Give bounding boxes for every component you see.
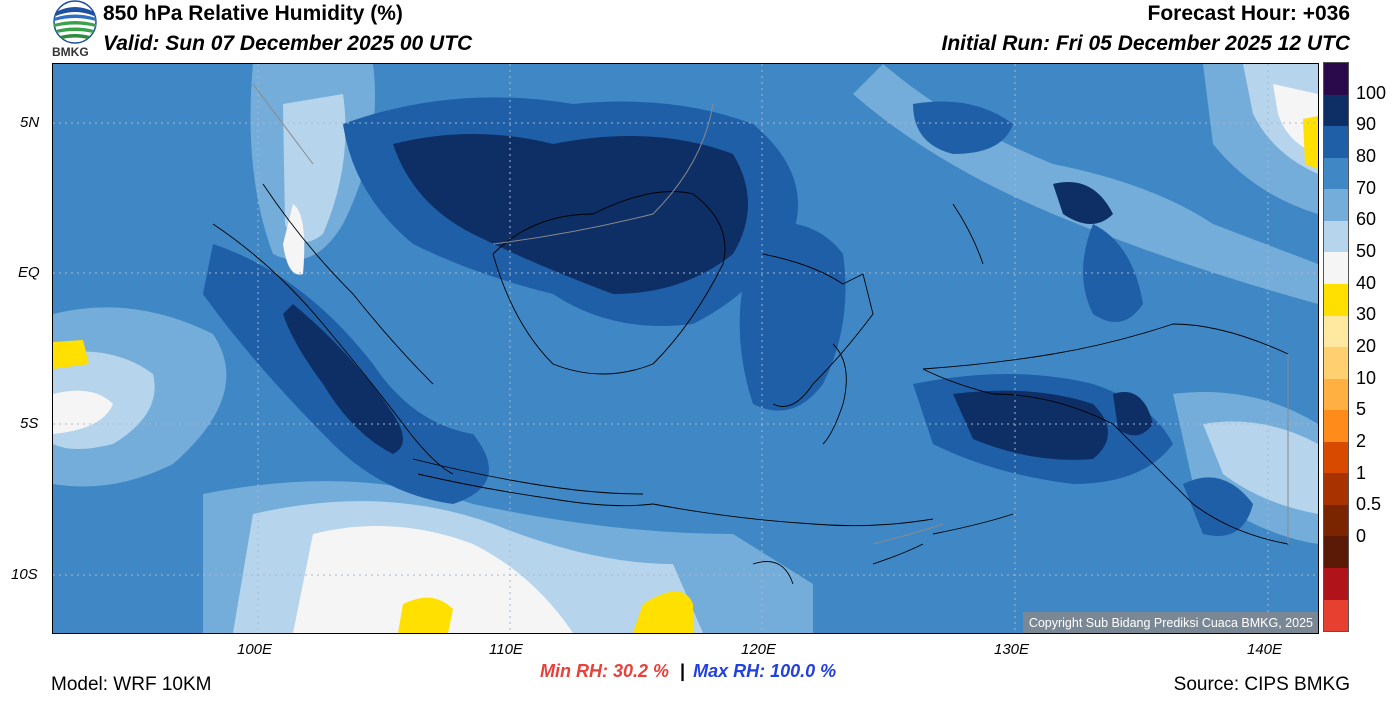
humidity-field	[53, 64, 1318, 633]
humidity-map: Copyright Sub Bidang Prediksi Cuaca BMKG…	[52, 63, 1319, 634]
colorbar-segment	[1324, 410, 1348, 442]
lon-label-140e: 140E	[1247, 641, 1283, 658]
min-rh: Min RH: 30.2 %	[540, 661, 670, 681]
colorbar-label: 1	[1356, 462, 1367, 483]
colorbar-label: 90	[1356, 114, 1377, 135]
lon-label-130e: 130E	[994, 641, 1030, 658]
colorbar-label: 10	[1356, 367, 1377, 388]
lat-label-eq: EQ	[18, 264, 40, 281]
lon-label-120e: 120E	[741, 641, 777, 658]
lat-label-5n: 5N	[20, 114, 40, 131]
bmkg-logo-icon	[53, 0, 97, 44]
colorbar-segment	[1324, 568, 1348, 600]
colorbar-segment	[1324, 94, 1348, 127]
copyright-box: Copyright Sub Bidang Prediksi Cuaca BMKG…	[1022, 612, 1318, 633]
forecast-hour: Forecast Hour: +036	[1147, 2, 1351, 25]
bmkg-logo: BMKG	[50, 0, 100, 62]
source-label: Source: CIPS BMKG	[1173, 674, 1350, 695]
colorbar-label: 30	[1356, 304, 1377, 325]
colorbar-label: 2	[1356, 431, 1367, 451]
lon-label-100e: 100E	[237, 641, 273, 658]
colorbar-label: 80	[1356, 146, 1377, 166]
colorbar-segment	[1324, 252, 1348, 284]
valid-time: Valid: Sun 07 December 2025 00 UTC	[103, 32, 473, 55]
colorbar-label: 5	[1356, 399, 1367, 420]
colorbar-label: 0.5	[1356, 494, 1382, 515]
colorbar-segment	[1324, 126, 1348, 158]
colorbar-label: 20	[1356, 336, 1377, 356]
model-label: Model: WRF 10KM	[51, 674, 212, 695]
initial-run: Initial Run: Fri 05 December 2025 12 UTC	[941, 32, 1350, 55]
colorbar-label: 70	[1356, 177, 1377, 198]
copyright-text: Copyright Sub Bidang Prediksi Cuaca BMKG…	[1028, 616, 1313, 630]
colorbar-label: 0	[1356, 526, 1367, 546]
colorbar-segment	[1324, 504, 1348, 537]
map-title: 850 hPa Relative Humidity (%)	[103, 2, 403, 25]
colorbar-label: 100	[1356, 82, 1387, 103]
colorbar-segment	[1324, 473, 1348, 505]
lat-label-10s: 10S	[11, 566, 38, 583]
stats-separator: |	[680, 661, 686, 681]
colorbar	[1323, 62, 1349, 632]
colorbar-segment	[1324, 378, 1348, 411]
colorbar-label: 50	[1356, 241, 1377, 261]
colorbar-label: 60	[1356, 209, 1377, 230]
colorbar-labels: 100 90 80 70 60 50 40 30 20 10 5 2 1 0.5 0	[1356, 62, 1400, 632]
logo-text: BMKG	[52, 45, 89, 59]
colorbar-segment	[1324, 315, 1348, 348]
lat-label-5s: 5S	[20, 415, 39, 432]
rh-stats: Min RH: 30.2 % | Max RH: 100.0 %	[540, 661, 836, 682]
colorbar-segment	[1324, 189, 1348, 221]
colorbar-segment	[1324, 220, 1348, 253]
colorbar-segment	[1324, 536, 1348, 568]
colorbar-segment	[1324, 441, 1348, 474]
colorbar-segments	[1323, 62, 1349, 632]
max-rh: Max RH: 100.0 %	[693, 661, 837, 681]
colorbar-segment	[1324, 283, 1348, 316]
colorbar-segment	[1324, 347, 1348, 379]
lon-label-110e: 110E	[489, 641, 523, 658]
colorbar-segment	[1324, 599, 1348, 632]
colorbar-segment	[1324, 157, 1348, 190]
colorbar-label: 40	[1356, 272, 1377, 293]
colorbar-segment	[1324, 63, 1348, 95]
